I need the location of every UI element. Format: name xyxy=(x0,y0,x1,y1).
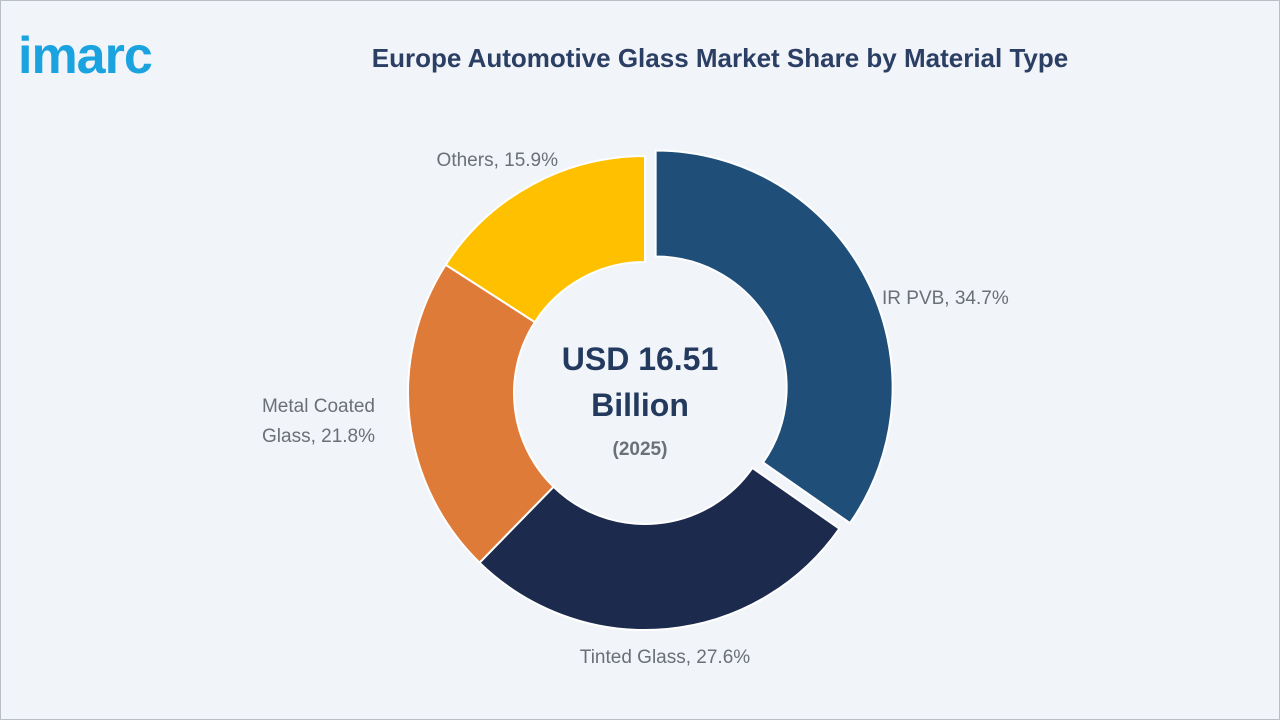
slice-labels: IR PVB, 34.7% Tinted Glass, 27.6% Metal Co… xyxy=(262,150,1009,668)
label-ir-pvb: IR PVB, 34.7% xyxy=(882,288,1009,309)
slice-ir-pvb xyxy=(654,149,894,525)
center-value-unit: Billion xyxy=(591,387,689,423)
chart-title: Europe Automotive Glass Market Share by … xyxy=(371,43,1069,73)
label-others: Others, 15.9% xyxy=(437,150,559,171)
donut-slices xyxy=(407,149,894,631)
slice-others xyxy=(444,154,646,324)
center-year: (2025) xyxy=(613,439,668,460)
label-tinted-glass: Tinted Glass, 27.6% xyxy=(580,647,750,668)
label-metal-coated-glass: Metal Coated Glass, 21.8% xyxy=(262,396,375,447)
logo-text: imarc xyxy=(18,28,152,84)
center-value: USD 16.51 xyxy=(562,341,719,377)
slice-tinted-glass xyxy=(478,466,841,631)
imarc-logo: imarc xyxy=(18,28,153,84)
slice-metal-coated-glass xyxy=(407,263,555,565)
